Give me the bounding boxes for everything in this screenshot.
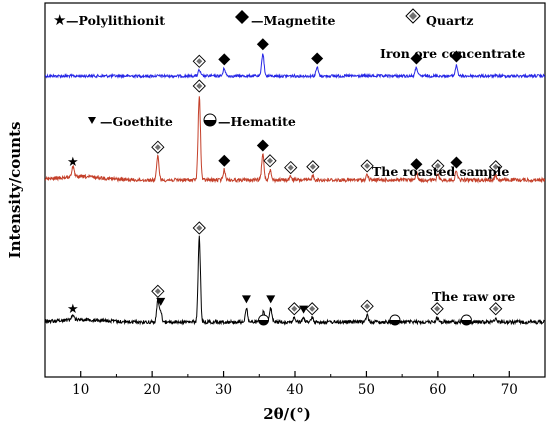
quartz-marker-icon (306, 160, 320, 174)
goethite-marker-icon (299, 305, 309, 314)
legend-goethite: —Goethite (100, 114, 173, 129)
x-tick-label: 20 (144, 382, 161, 398)
magnetite-marker-icon (218, 154, 231, 167)
quartz-diamond-icon (405, 8, 421, 24)
series-layer (45, 53, 545, 326)
x-axis-title: 2θ/(°) (263, 405, 311, 423)
x-tick-label: 50 (358, 382, 375, 398)
y-axis-title: Intensity/counts (6, 122, 24, 259)
magnetite-marker-icon (311, 52, 324, 65)
legend: ★ —Polylithionit —Magnetite Quartz —Goet… (53, 8, 474, 129)
hematite-marker-icon (460, 314, 472, 326)
x-tick-label: 10 (72, 382, 89, 398)
hematite-marker-icon (389, 314, 401, 326)
x-tick-label: 60 (429, 382, 446, 398)
quartz-marker-icon (263, 154, 277, 168)
quartz-marker-icon (192, 221, 206, 235)
quartz-marker-icon (192, 54, 206, 68)
quartz-marker-icon (305, 302, 319, 316)
hematite-marker-icon (258, 314, 270, 326)
x-tick-label: 40 (286, 382, 303, 398)
goethite-marker-icon (156, 297, 166, 306)
quartz-marker-icon (360, 159, 374, 173)
quartz-marker-icon (430, 302, 444, 316)
magnetite-marker-icon (410, 158, 423, 171)
quartz-marker-icon (431, 159, 445, 173)
magnetite-marker-icon (256, 38, 269, 51)
magnetite-diamond-icon (235, 10, 249, 24)
hematite-half-circle-icon (203, 113, 217, 127)
magnetite-marker-icon (256, 139, 269, 152)
series-label-roasted: The roasted sample (372, 164, 509, 179)
quartz-marker-icon (287, 302, 301, 316)
legend-polylithionite: —Polylithionit (66, 13, 165, 28)
legend-hematite: —Hematite (218, 114, 296, 129)
x-tick-label: 30 (215, 382, 232, 398)
quartz-marker-icon (489, 302, 503, 316)
polylithionite-marker-icon: ★ (67, 155, 79, 170)
series-line-2 (45, 96, 545, 184)
quartz-marker-icon (151, 140, 165, 154)
legend-magnetite: —Magnetite (251, 13, 336, 28)
series-line-1 (45, 53, 545, 80)
magnetite-marker-icon (450, 50, 463, 63)
quartz-marker-icon (151, 284, 165, 298)
goethite-marker-icon (241, 295, 251, 304)
quartz-marker-icon (360, 299, 374, 313)
magnetite-marker-icon (218, 53, 231, 66)
quartz-marker-icon (192, 79, 206, 93)
quartz-marker-icon (489, 160, 503, 174)
magnetite-marker-icon (450, 156, 463, 169)
marker-layer: ★★ (67, 38, 503, 326)
series-label-raw: The raw ore (432, 289, 515, 304)
ticks-layer: 10 20 30 40 50 60 70 (44, 371, 546, 398)
x-tick-label: 70 (501, 382, 518, 398)
quartz-marker-icon (284, 160, 298, 175)
magnetite-marker-icon (410, 52, 423, 65)
polylithionite-star-icon: ★ (53, 11, 66, 29)
polylithionite-marker-icon: ★ (67, 302, 79, 317)
series-label-concentrate: Iron ore concentrate (380, 46, 525, 61)
goethite-triangle-icon (88, 117, 96, 124)
legend-quartz: Quartz (426, 13, 474, 28)
goethite-marker-icon (266, 295, 276, 304)
